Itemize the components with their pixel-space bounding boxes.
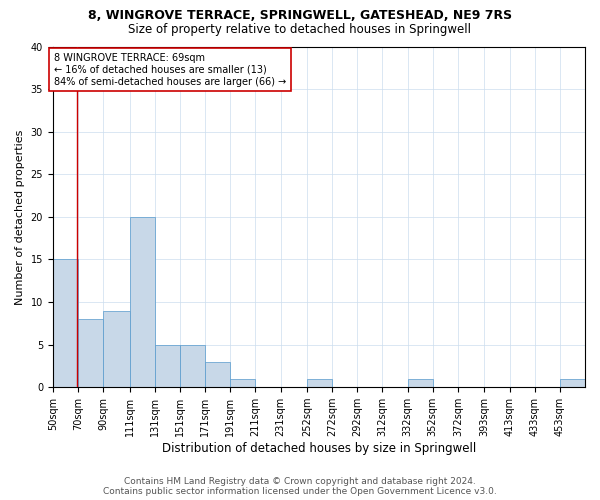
- Y-axis label: Number of detached properties: Number of detached properties: [15, 129, 25, 304]
- Bar: [560, 378, 585, 387]
- Bar: [307, 378, 332, 387]
- Bar: [130, 217, 155, 387]
- Bar: [180, 344, 205, 387]
- Bar: [407, 378, 433, 387]
- Bar: [230, 378, 256, 387]
- Text: 8, WINGROVE TERRACE, SPRINGWELL, GATESHEAD, NE9 7RS: 8, WINGROVE TERRACE, SPRINGWELL, GATESHE…: [88, 9, 512, 22]
- Bar: [155, 344, 180, 387]
- Bar: [103, 310, 130, 387]
- Text: Size of property relative to detached houses in Springwell: Size of property relative to detached ho…: [128, 22, 472, 36]
- Text: Contains HM Land Registry data © Crown copyright and database right 2024.
Contai: Contains HM Land Registry data © Crown c…: [103, 476, 497, 496]
- Text: 8 WINGROVE TERRACE: 69sqm
← 16% of detached houses are smaller (13)
84% of semi-: 8 WINGROVE TERRACE: 69sqm ← 16% of detac…: [54, 54, 286, 86]
- Bar: [53, 260, 78, 387]
- Bar: [78, 319, 103, 387]
- X-axis label: Distribution of detached houses by size in Springwell: Distribution of detached houses by size …: [162, 442, 476, 455]
- Bar: [205, 362, 230, 387]
